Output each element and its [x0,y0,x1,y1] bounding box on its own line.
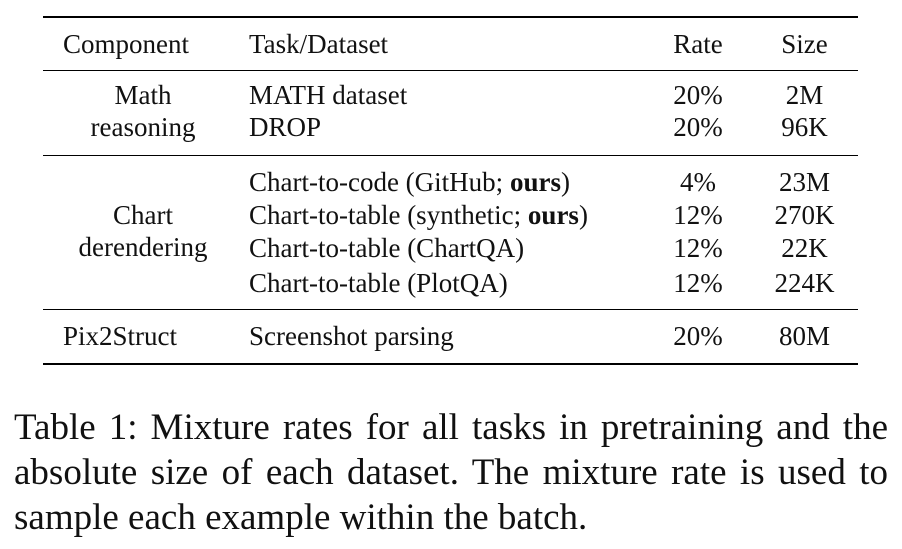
bottom-rule [43,363,858,365]
task-bold-text: ours [527,200,579,230]
rate-cell: 20% [673,112,723,142]
component-line: Chart [113,200,173,230]
size-cell: 2M [785,80,824,110]
header-rule [43,70,858,71]
task-cell: DROP [249,112,322,142]
rate-cell: 20% [673,321,723,351]
header-task: Task/Dataset [249,29,389,59]
size-cell: 270K [774,200,835,230]
header-size: Size [781,29,828,59]
header-rate: Rate [673,29,723,59]
task-cell: MATH dataset [249,80,408,110]
group-rule [43,155,858,156]
task-text: Chart-to-code (GitHub; [249,167,510,197]
component-math-reasoning: Math reasoning [43,79,243,143]
task-cell: Screenshot parsing [249,321,454,351]
task-text: ) [560,167,570,197]
component-pix2struct: Pix2Struct [63,321,178,351]
task-cell: Chart-to-table (ChartQA) [249,233,525,263]
task-cell: Chart-to-table (synthetic; ours) [249,199,588,231]
rate-cell: 12% [673,200,723,230]
task-bold-text: ours [509,167,561,197]
header-component: Component [63,29,189,59]
rate-cell: 12% [673,268,723,298]
size-cell: 23M [778,167,830,197]
rate-cell: 12% [673,233,723,263]
size-cell: 96K [781,112,828,142]
rate-cell: 20% [673,80,723,110]
size-cell: 224K [774,268,835,298]
size-cell: 22K [781,233,828,263]
task-text: ) [578,200,588,230]
component-line: Math [114,80,172,110]
size-cell: 80M [778,321,830,351]
component-line: derendering [78,232,208,262]
table-caption: Table 1: Mixture rates for all tasks in … [14,407,888,538]
task-cell: Chart-to-code (GitHub; ours) [249,166,570,198]
rate-cell: 4% [680,167,716,197]
task-cell: Chart-to-table (PlotQA) [249,268,508,298]
top-rule [43,16,858,18]
task-text: Chart-to-table (synthetic; [249,200,528,230]
group-rule [43,309,858,310]
component-line: reasoning [90,112,196,142]
component-chart-derendering: Chart derendering [43,199,243,263]
